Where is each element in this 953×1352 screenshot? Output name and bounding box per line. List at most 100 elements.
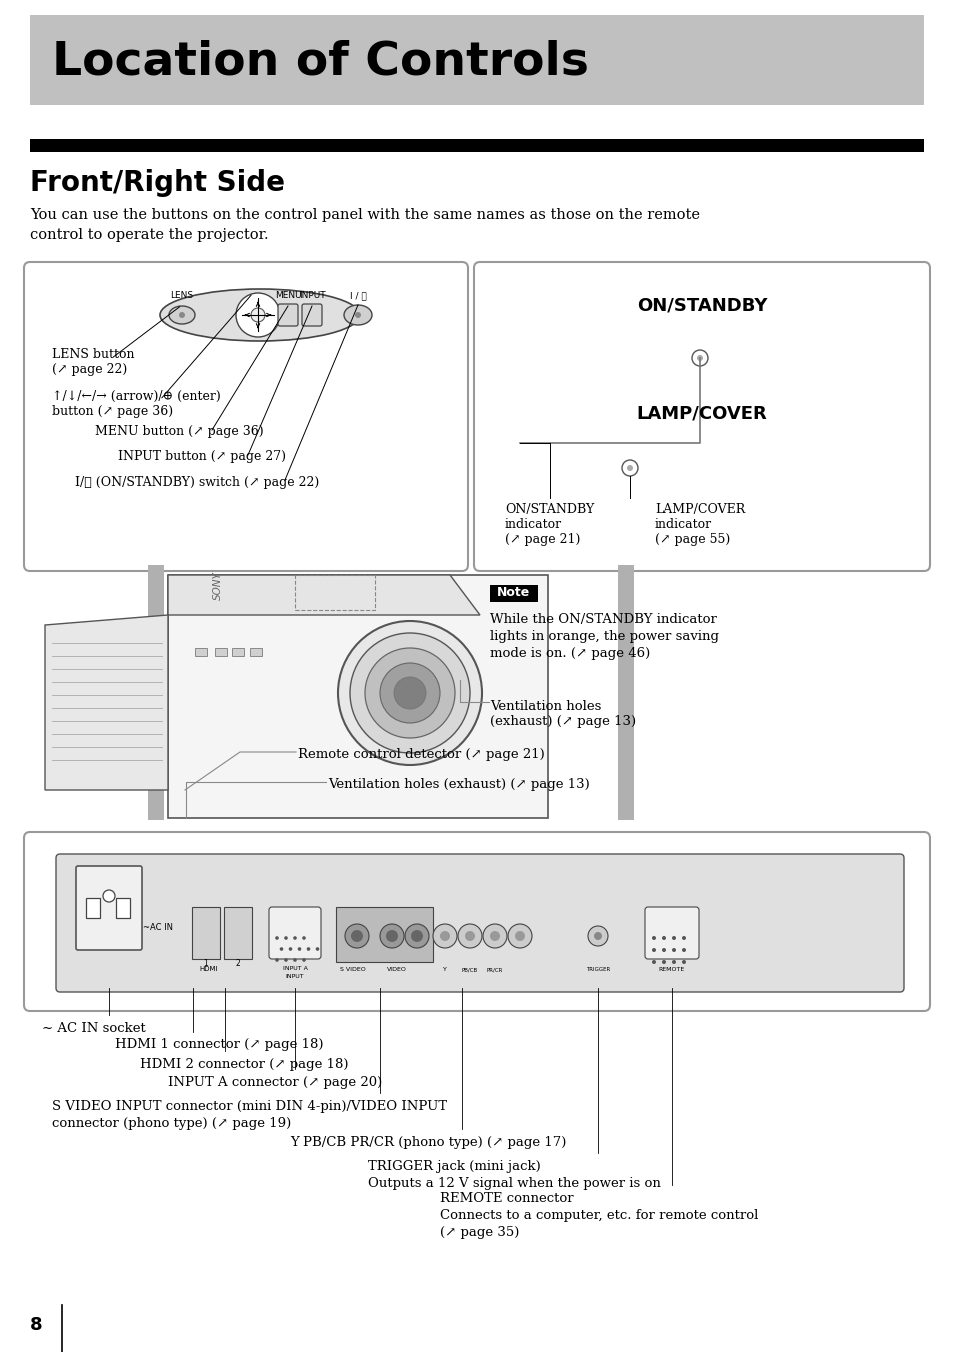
- Circle shape: [297, 948, 301, 950]
- Circle shape: [681, 936, 685, 940]
- Circle shape: [457, 923, 481, 948]
- Circle shape: [405, 923, 429, 948]
- Text: I / ⏻: I / ⏻: [349, 291, 366, 300]
- Text: 8: 8: [30, 1315, 43, 1334]
- Circle shape: [661, 960, 665, 964]
- Circle shape: [103, 890, 115, 902]
- Text: SONY: SONY: [213, 571, 223, 600]
- Circle shape: [235, 293, 280, 337]
- Circle shape: [293, 936, 296, 940]
- Text: MENU button (↗ page 36): MENU button (↗ page 36): [95, 425, 263, 438]
- Circle shape: [279, 948, 283, 950]
- Circle shape: [651, 960, 656, 964]
- Circle shape: [345, 923, 369, 948]
- Text: Remote control detector (↗ page 21): Remote control detector (↗ page 21): [297, 748, 544, 761]
- Circle shape: [661, 948, 665, 952]
- Circle shape: [302, 936, 306, 940]
- Circle shape: [284, 959, 288, 961]
- Bar: [148, 565, 164, 821]
- Text: Ventilation holes (exhaust) (↗ page 13): Ventilation holes (exhaust) (↗ page 13): [328, 777, 589, 791]
- FancyBboxPatch shape: [76, 867, 142, 950]
- FancyBboxPatch shape: [24, 831, 929, 1011]
- Circle shape: [594, 932, 601, 940]
- Text: INPUT: INPUT: [298, 291, 325, 300]
- Circle shape: [671, 960, 676, 964]
- FancyBboxPatch shape: [224, 907, 252, 959]
- Polygon shape: [168, 575, 547, 818]
- Circle shape: [306, 948, 310, 950]
- Text: Y: Y: [442, 967, 446, 972]
- Text: S VIDEO INPUT connector (mini DIN 4-pin)/VIDEO INPUT
connector (phono type) (↗ p: S VIDEO INPUT connector (mini DIN 4-pin)…: [52, 1101, 447, 1130]
- Text: You can use the buttons on the control panel with the same names as those on the: You can use the buttons on the control p…: [30, 208, 700, 242]
- FancyBboxPatch shape: [474, 262, 929, 571]
- Text: HDMI 2 connector (↗ page 18): HDMI 2 connector (↗ page 18): [140, 1059, 348, 1071]
- Polygon shape: [45, 615, 168, 790]
- Bar: [116, 898, 130, 918]
- Text: ON/STANDBY: ON/STANDBY: [636, 297, 766, 315]
- Text: TRIGGER jack (mini jack)
Outputs a 12 V signal when the power is on: TRIGGER jack (mini jack) Outputs a 12 V …: [368, 1160, 660, 1190]
- Text: HDMI 1 connector (↗ page 18): HDMI 1 connector (↗ page 18): [115, 1038, 323, 1051]
- Circle shape: [507, 923, 532, 948]
- Circle shape: [293, 959, 296, 961]
- Polygon shape: [168, 575, 479, 615]
- Circle shape: [411, 930, 422, 942]
- Circle shape: [482, 923, 506, 948]
- Circle shape: [386, 930, 397, 942]
- Bar: [30, 15, 923, 105]
- FancyBboxPatch shape: [277, 304, 297, 326]
- Circle shape: [626, 465, 633, 470]
- Text: PB/CB: PB/CB: [461, 967, 477, 972]
- Text: REMOTE: REMOTE: [659, 967, 684, 972]
- Text: ON/STANDBY
indicator
(↗ page 21): ON/STANDBY indicator (↗ page 21): [504, 503, 594, 546]
- Text: LENS button
(↗ page 22): LENS button (↗ page 22): [52, 347, 134, 376]
- Circle shape: [464, 932, 475, 941]
- Ellipse shape: [160, 289, 359, 341]
- Text: While the ON/STANDBY indicator
lights in orange, the power saving
mode is on. (↗: While the ON/STANDBY indicator lights in…: [490, 612, 719, 660]
- Circle shape: [302, 959, 306, 961]
- Text: Y PB/CB PR/CR (phono type) (↗ page 17): Y PB/CB PR/CR (phono type) (↗ page 17): [290, 1136, 566, 1149]
- Text: MENU: MENU: [274, 291, 301, 300]
- Bar: [618, 565, 634, 821]
- Bar: [86, 898, 100, 918]
- Circle shape: [315, 948, 319, 950]
- FancyBboxPatch shape: [335, 907, 433, 963]
- Bar: [194, 648, 207, 656]
- FancyBboxPatch shape: [56, 854, 903, 992]
- Text: INPUT A: INPUT A: [282, 965, 307, 971]
- FancyBboxPatch shape: [302, 304, 322, 326]
- FancyBboxPatch shape: [269, 907, 320, 959]
- Text: VIDEO: VIDEO: [387, 967, 406, 972]
- Text: 1: 1: [203, 959, 208, 968]
- Circle shape: [691, 350, 707, 366]
- Circle shape: [621, 460, 638, 476]
- Circle shape: [681, 948, 685, 952]
- Bar: [30, 139, 923, 151]
- Circle shape: [515, 932, 524, 941]
- Circle shape: [697, 356, 702, 361]
- Bar: [232, 648, 244, 656]
- Text: ~AC IN: ~AC IN: [143, 923, 172, 933]
- Circle shape: [274, 959, 278, 961]
- Bar: [490, 585, 537, 602]
- Text: ↑/↓/←/→ (arrow)/⊕ (enter)
button (↗ page 36): ↑/↓/←/→ (arrow)/⊕ (enter) button (↗ page…: [52, 389, 220, 418]
- Text: INPUT button (↗ page 27): INPUT button (↗ page 27): [118, 450, 286, 462]
- Text: Location of Controls: Location of Controls: [52, 39, 588, 84]
- Circle shape: [661, 936, 665, 940]
- Circle shape: [274, 936, 278, 940]
- Circle shape: [379, 923, 403, 948]
- Circle shape: [681, 960, 685, 964]
- Circle shape: [394, 677, 426, 708]
- Text: S VIDEO: S VIDEO: [339, 967, 365, 972]
- Circle shape: [355, 312, 360, 318]
- Circle shape: [251, 308, 265, 322]
- Circle shape: [651, 948, 656, 952]
- Text: PR/CR: PR/CR: [486, 967, 502, 972]
- Text: LENS: LENS: [171, 291, 193, 300]
- Text: LAMP/COVER: LAMP/COVER: [636, 404, 766, 422]
- Text: Note: Note: [497, 587, 530, 599]
- Text: REMOTE connector
Connects to a computer, etc. for remote control
(↗ page 35): REMOTE connector Connects to a computer,…: [439, 1192, 758, 1238]
- Bar: [250, 648, 262, 656]
- Circle shape: [351, 930, 363, 942]
- Circle shape: [671, 936, 676, 940]
- Ellipse shape: [344, 306, 372, 324]
